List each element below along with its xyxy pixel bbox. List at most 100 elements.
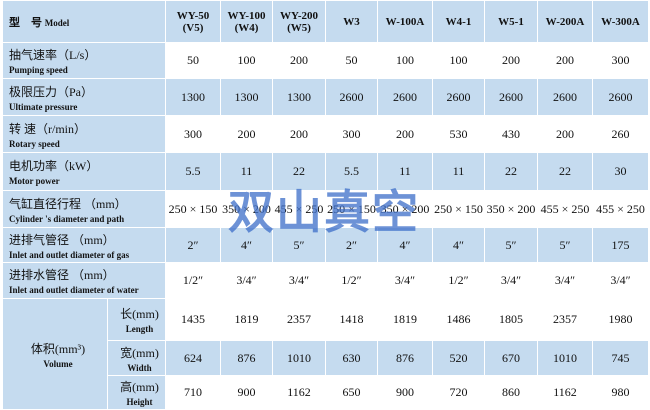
cell: 5″ <box>484 227 538 263</box>
value: 4″ <box>453 237 464 252</box>
cell: 1418 <box>325 298 378 341</box>
value: 4″ <box>399 237 411 252</box>
model-name: WY-200 <box>279 9 319 22</box>
cell: 175 <box>592 227 649 263</box>
sub-label: 宽(mm) Width <box>107 340 166 376</box>
value: 876 <box>396 350 414 365</box>
label: 抽气速率（L/s） <box>9 48 97 62</box>
label: 长(mm) <box>120 307 159 321</box>
label-en: Pumping speed <box>9 65 68 75</box>
model-name: W4-1 <box>445 15 472 28</box>
label: 极限压力（Pa） <box>9 84 94 99</box>
value: 5″ <box>559 237 571 252</box>
cell: 2″ <box>325 227 378 263</box>
cell: 455 × 250 <box>592 190 649 228</box>
cell: 3/4″ <box>220 262 273 299</box>
label-en: Cylinder 's diameter and path <box>9 213 125 224</box>
cell: 900 <box>377 375 433 410</box>
model: WY-50 (V5) <box>165 0 221 43</box>
value: 3/4″ <box>554 273 576 287</box>
value: 1010 <box>553 350 577 365</box>
model: WY-100 (W4) <box>220 0 273 43</box>
volume-row: 体积(mm³) Volume 长(mm) Length 1435 1819 2357 1418… <box>2 298 649 410</box>
value: 350 × 200 <box>222 201 271 216</box>
cell: 430 <box>484 115 538 153</box>
cell: 250 × 150 <box>325 190 378 228</box>
label-en: Length <box>125 324 154 334</box>
value: 250 × 150 <box>434 201 483 216</box>
cell: 1/2″ <box>165 262 221 299</box>
value: 100 <box>396 53 414 67</box>
label: 进排气管径 （mm） <box>9 232 115 247</box>
cell: 1435 <box>165 298 221 341</box>
value: 2600 <box>608 89 633 104</box>
volume-label: 体积(mm³) Volume <box>2 298 108 410</box>
cell: 2357 <box>272 298 326 341</box>
value: 1805 <box>499 312 523 326</box>
value: 1/2″ <box>182 273 204 287</box>
label: 高(mm) <box>120 380 159 394</box>
value: 11 <box>240 164 253 178</box>
model: W-100A <box>377 0 433 43</box>
value: 11 <box>452 164 465 178</box>
value: 430 <box>502 126 520 141</box>
cell: 300 <box>325 115 378 153</box>
cell: 200 <box>272 42 326 79</box>
cell: 876 <box>377 340 433 376</box>
value: 624 <box>184 350 202 365</box>
value: 1162 <box>287 385 311 399</box>
model-name: WY-100 <box>227 9 266 22</box>
value: 2600 <box>499 89 523 104</box>
value: 5″ <box>505 237 517 252</box>
model: WY-200 (W5) <box>272 0 326 43</box>
cell: 200 <box>220 115 273 153</box>
cell: 30 <box>592 152 649 191</box>
label: 转 速（r/min） <box>9 121 86 136</box>
value: 1300 <box>234 89 259 104</box>
model-name: WY-50 <box>176 9 210 22</box>
value: 1/2″ <box>341 273 362 287</box>
cell: 2600 <box>484 78 538 116</box>
cell: 200 <box>484 42 538 79</box>
value: 2357 <box>287 312 311 326</box>
cell: 2600 <box>432 78 485 116</box>
cell: 520 <box>432 340 485 376</box>
cell: 300 <box>592 42 649 79</box>
cell: 50 <box>165 42 221 79</box>
label: 体积(mm³) <box>30 341 86 356</box>
value: 1819 <box>234 312 259 326</box>
cell: 350 × 200 <box>377 190 433 228</box>
cell: 11 <box>377 152 433 191</box>
cell: 100 <box>220 42 273 79</box>
cell: 1819 <box>377 298 433 341</box>
value: 200 <box>237 126 256 141</box>
model-name: W-200A <box>545 15 585 28</box>
value: 30 <box>614 164 627 178</box>
value: 175 <box>611 237 630 252</box>
model-sub: (W5) <box>287 21 311 34</box>
value: 5″ <box>293 237 305 252</box>
label: 宽(mm) <box>120 345 159 360</box>
cell: 530 <box>432 115 485 153</box>
cell: 720 <box>432 375 485 410</box>
cell: 5.5 <box>165 152 221 191</box>
cell: 1/2″ <box>432 262 485 299</box>
cell: 455 × 250 <box>272 190 326 228</box>
value: 3/4″ <box>394 273 416 287</box>
cell: 5″ <box>272 227 326 263</box>
value: 250 × 150 <box>168 201 218 216</box>
cell: 200 <box>537 115 593 153</box>
sub-label: 高(mm) Height <box>107 375 166 410</box>
cell: 4″ <box>377 227 433 263</box>
value: 1418 <box>339 312 364 326</box>
value: 630 <box>342 350 361 365</box>
cell: 11 <box>432 152 485 191</box>
cell: 624 <box>165 340 221 376</box>
model: W5-1 <box>484 0 538 43</box>
value: 22 <box>505 164 517 178</box>
cell: 11 <box>220 152 273 191</box>
value: 250 × 150 <box>327 201 376 216</box>
model-name: W-100A <box>385 15 425 28</box>
spec-row: 转 速（r/min） Rotary speed 300 200 200 300 200 530… <box>2 115 649 153</box>
label-en: Height <box>126 397 153 407</box>
